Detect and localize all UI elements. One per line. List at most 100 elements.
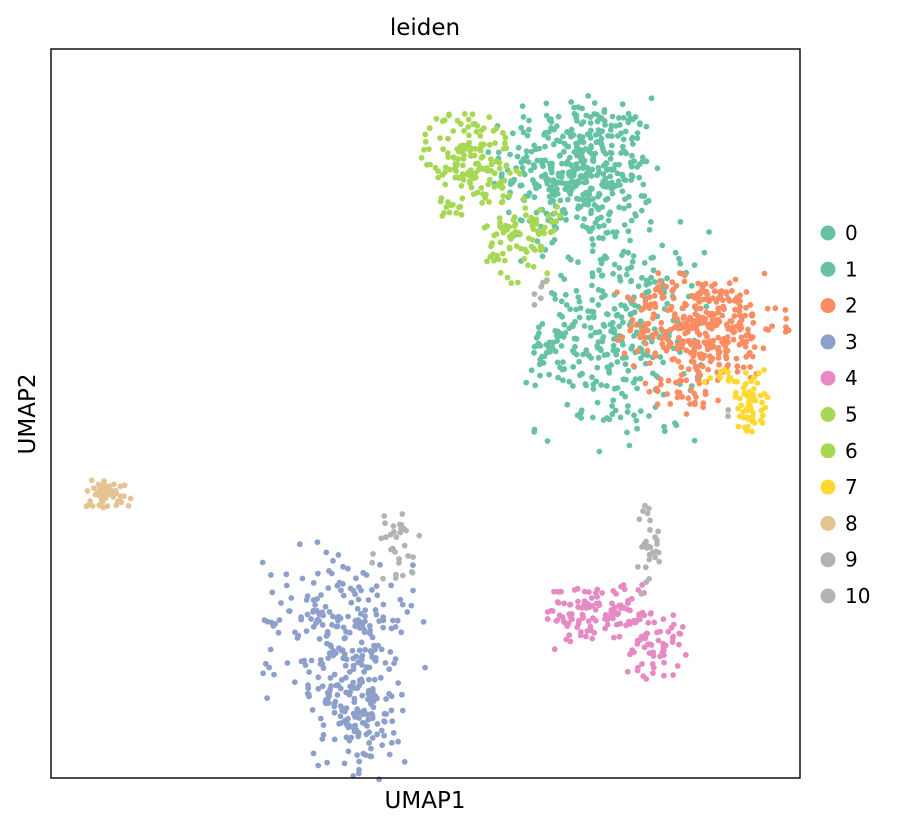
scatter-point-cluster-3 <box>260 670 266 677</box>
scatter-point-cluster-2 <box>675 358 682 365</box>
scatter-point-cluster-0 <box>523 148 530 155</box>
scatter-point-cluster-3 <box>345 613 351 620</box>
scatter-point-cluster-2 <box>674 394 681 401</box>
scatter-point-cluster-2 <box>674 346 681 352</box>
scatter-point-cluster-3 <box>340 592 347 599</box>
scatter-point-cluster-5 <box>532 247 538 254</box>
scatter-point-cluster-3 <box>320 665 327 671</box>
scatter-point-cluster-0 <box>589 236 595 242</box>
scatter-point-cluster-2 <box>715 334 722 341</box>
scatter-point-cluster-2 <box>785 327 792 334</box>
scatter-point-cluster-0 <box>650 370 656 377</box>
scatter-point-cluster-0 <box>619 390 625 397</box>
scatter-point-cluster-2 <box>682 324 689 331</box>
scatter-point-cluster-3 <box>372 642 379 649</box>
scatter-point-cluster-3 <box>304 611 311 618</box>
scatter-point-cluster-5 <box>470 191 477 198</box>
scatter-point-cluster-0 <box>580 351 586 358</box>
scatter-point-cluster-3 <box>422 664 428 671</box>
scatter-point-cluster-0 <box>559 160 565 167</box>
scatter-point-cluster-2 <box>747 364 754 370</box>
scatter-point-cluster-2 <box>732 276 739 283</box>
scatter-point-cluster-4 <box>592 606 599 613</box>
scatter-point-cluster-0 <box>637 375 644 382</box>
scatter-point-cluster-5 <box>426 125 433 131</box>
scatter-point-cluster-0 <box>599 288 606 295</box>
scatter-point-cluster-2 <box>743 289 750 295</box>
scatter-point-cluster-0 <box>609 133 615 140</box>
scatter-point-cluster-0 <box>558 343 565 349</box>
scatter-point-cluster-2 <box>642 340 649 347</box>
scatter-point-cluster-10 <box>725 407 732 413</box>
scatter-point-cluster-0 <box>563 302 570 308</box>
scatter-point-cluster-2 <box>667 401 674 407</box>
scatter-point-cluster-0 <box>607 166 614 173</box>
scatter-point-cluster-5 <box>459 195 466 202</box>
scatter-point-cluster-5 <box>539 246 545 252</box>
scatter-point-cluster-0 <box>536 324 542 331</box>
scatter-point-cluster-3 <box>345 565 351 572</box>
scatter-point-cluster-0 <box>629 343 636 350</box>
scatter-point-cluster-0 <box>577 173 584 180</box>
scatter-point-cluster-3 <box>319 622 326 628</box>
scatter-point-cluster-0 <box>586 228 593 235</box>
scatter-point-cluster-4 <box>649 661 656 667</box>
scatter-point-cluster-4 <box>670 672 676 678</box>
scatter-point-cluster-0 <box>607 173 614 180</box>
scatter-point-cluster-2 <box>731 313 738 319</box>
scatter-point-cluster-3 <box>362 607 369 613</box>
scatter-point-cluster-0 <box>552 296 559 302</box>
scatter-point-cluster-2 <box>695 290 702 297</box>
scatter-point-cluster-4 <box>588 595 595 601</box>
scatter-point-cluster-3 <box>349 647 356 654</box>
scatter-point-cluster-2 <box>720 341 727 347</box>
scatter-point-cluster-9 <box>642 564 649 571</box>
scatter-point-cluster-3 <box>302 662 309 668</box>
scatter-point-cluster-3 <box>357 610 364 617</box>
scatter-point-cluster-5 <box>424 161 430 168</box>
scatter-point-cluster-3 <box>369 712 376 719</box>
scatter-point-cluster-3 <box>381 718 388 725</box>
scatter-point-cluster-7 <box>721 366 728 373</box>
scatter-point-cluster-2 <box>749 334 756 340</box>
scatter-point-cluster-0 <box>624 409 631 415</box>
scatter-point-cluster-0 <box>593 378 600 385</box>
scatter-point-cluster-9 <box>655 528 661 535</box>
scatter-point-cluster-0 <box>604 229 611 236</box>
scatter-point-cluster-0 <box>531 194 538 201</box>
scatter-point-cluster-3 <box>315 674 322 681</box>
scatter-point-cluster-0 <box>518 124 525 131</box>
scatter-point-cluster-3 <box>386 751 393 758</box>
scatter-point-cluster-2 <box>685 366 692 373</box>
legend-marker-6 <box>820 443 836 459</box>
scatter-point-cluster-0 <box>606 211 612 218</box>
scatter-point-cluster-0 <box>611 261 618 268</box>
scatter-point-cluster-7 <box>759 419 766 426</box>
scatter-point-cluster-0 <box>622 128 629 135</box>
scatter-point-cluster-0 <box>550 339 557 346</box>
scatter-point-cluster-2 <box>747 302 754 308</box>
scatter-point-cluster-0 <box>575 294 582 300</box>
scatter-point-cluster-9 <box>392 549 398 555</box>
scatter-point-cluster-5 <box>529 220 536 227</box>
scatter-point-cluster-0 <box>538 173 545 180</box>
scatter-point-cluster-4 <box>627 651 633 658</box>
scatter-point-cluster-4 <box>579 611 586 618</box>
legend-marker-1 <box>820 261 836 277</box>
scatter-point-cluster-0 <box>590 242 596 248</box>
scatter-point-cluster-4 <box>561 600 567 607</box>
scatter-point-cluster-0 <box>592 150 599 157</box>
scatter-point-cluster-0 <box>601 107 608 113</box>
scatter-point-cluster-7 <box>751 374 757 381</box>
scatter-point-cluster-5 <box>514 279 521 286</box>
scatter-point-cluster-4 <box>674 663 681 669</box>
scatter-point-cluster-3 <box>360 750 367 757</box>
scatter-point-cluster-0 <box>661 423 667 430</box>
scatter-point-cluster-0 <box>625 110 632 117</box>
scatter-point-cluster-3 <box>329 613 336 620</box>
scatter-point-cluster-7 <box>707 375 714 381</box>
scatter-point-cluster-0 <box>566 378 573 385</box>
scatter-point-cluster-3 <box>374 721 381 727</box>
scatter-point-cluster-0 <box>608 122 615 129</box>
scatter-point-cluster-4 <box>650 670 656 676</box>
